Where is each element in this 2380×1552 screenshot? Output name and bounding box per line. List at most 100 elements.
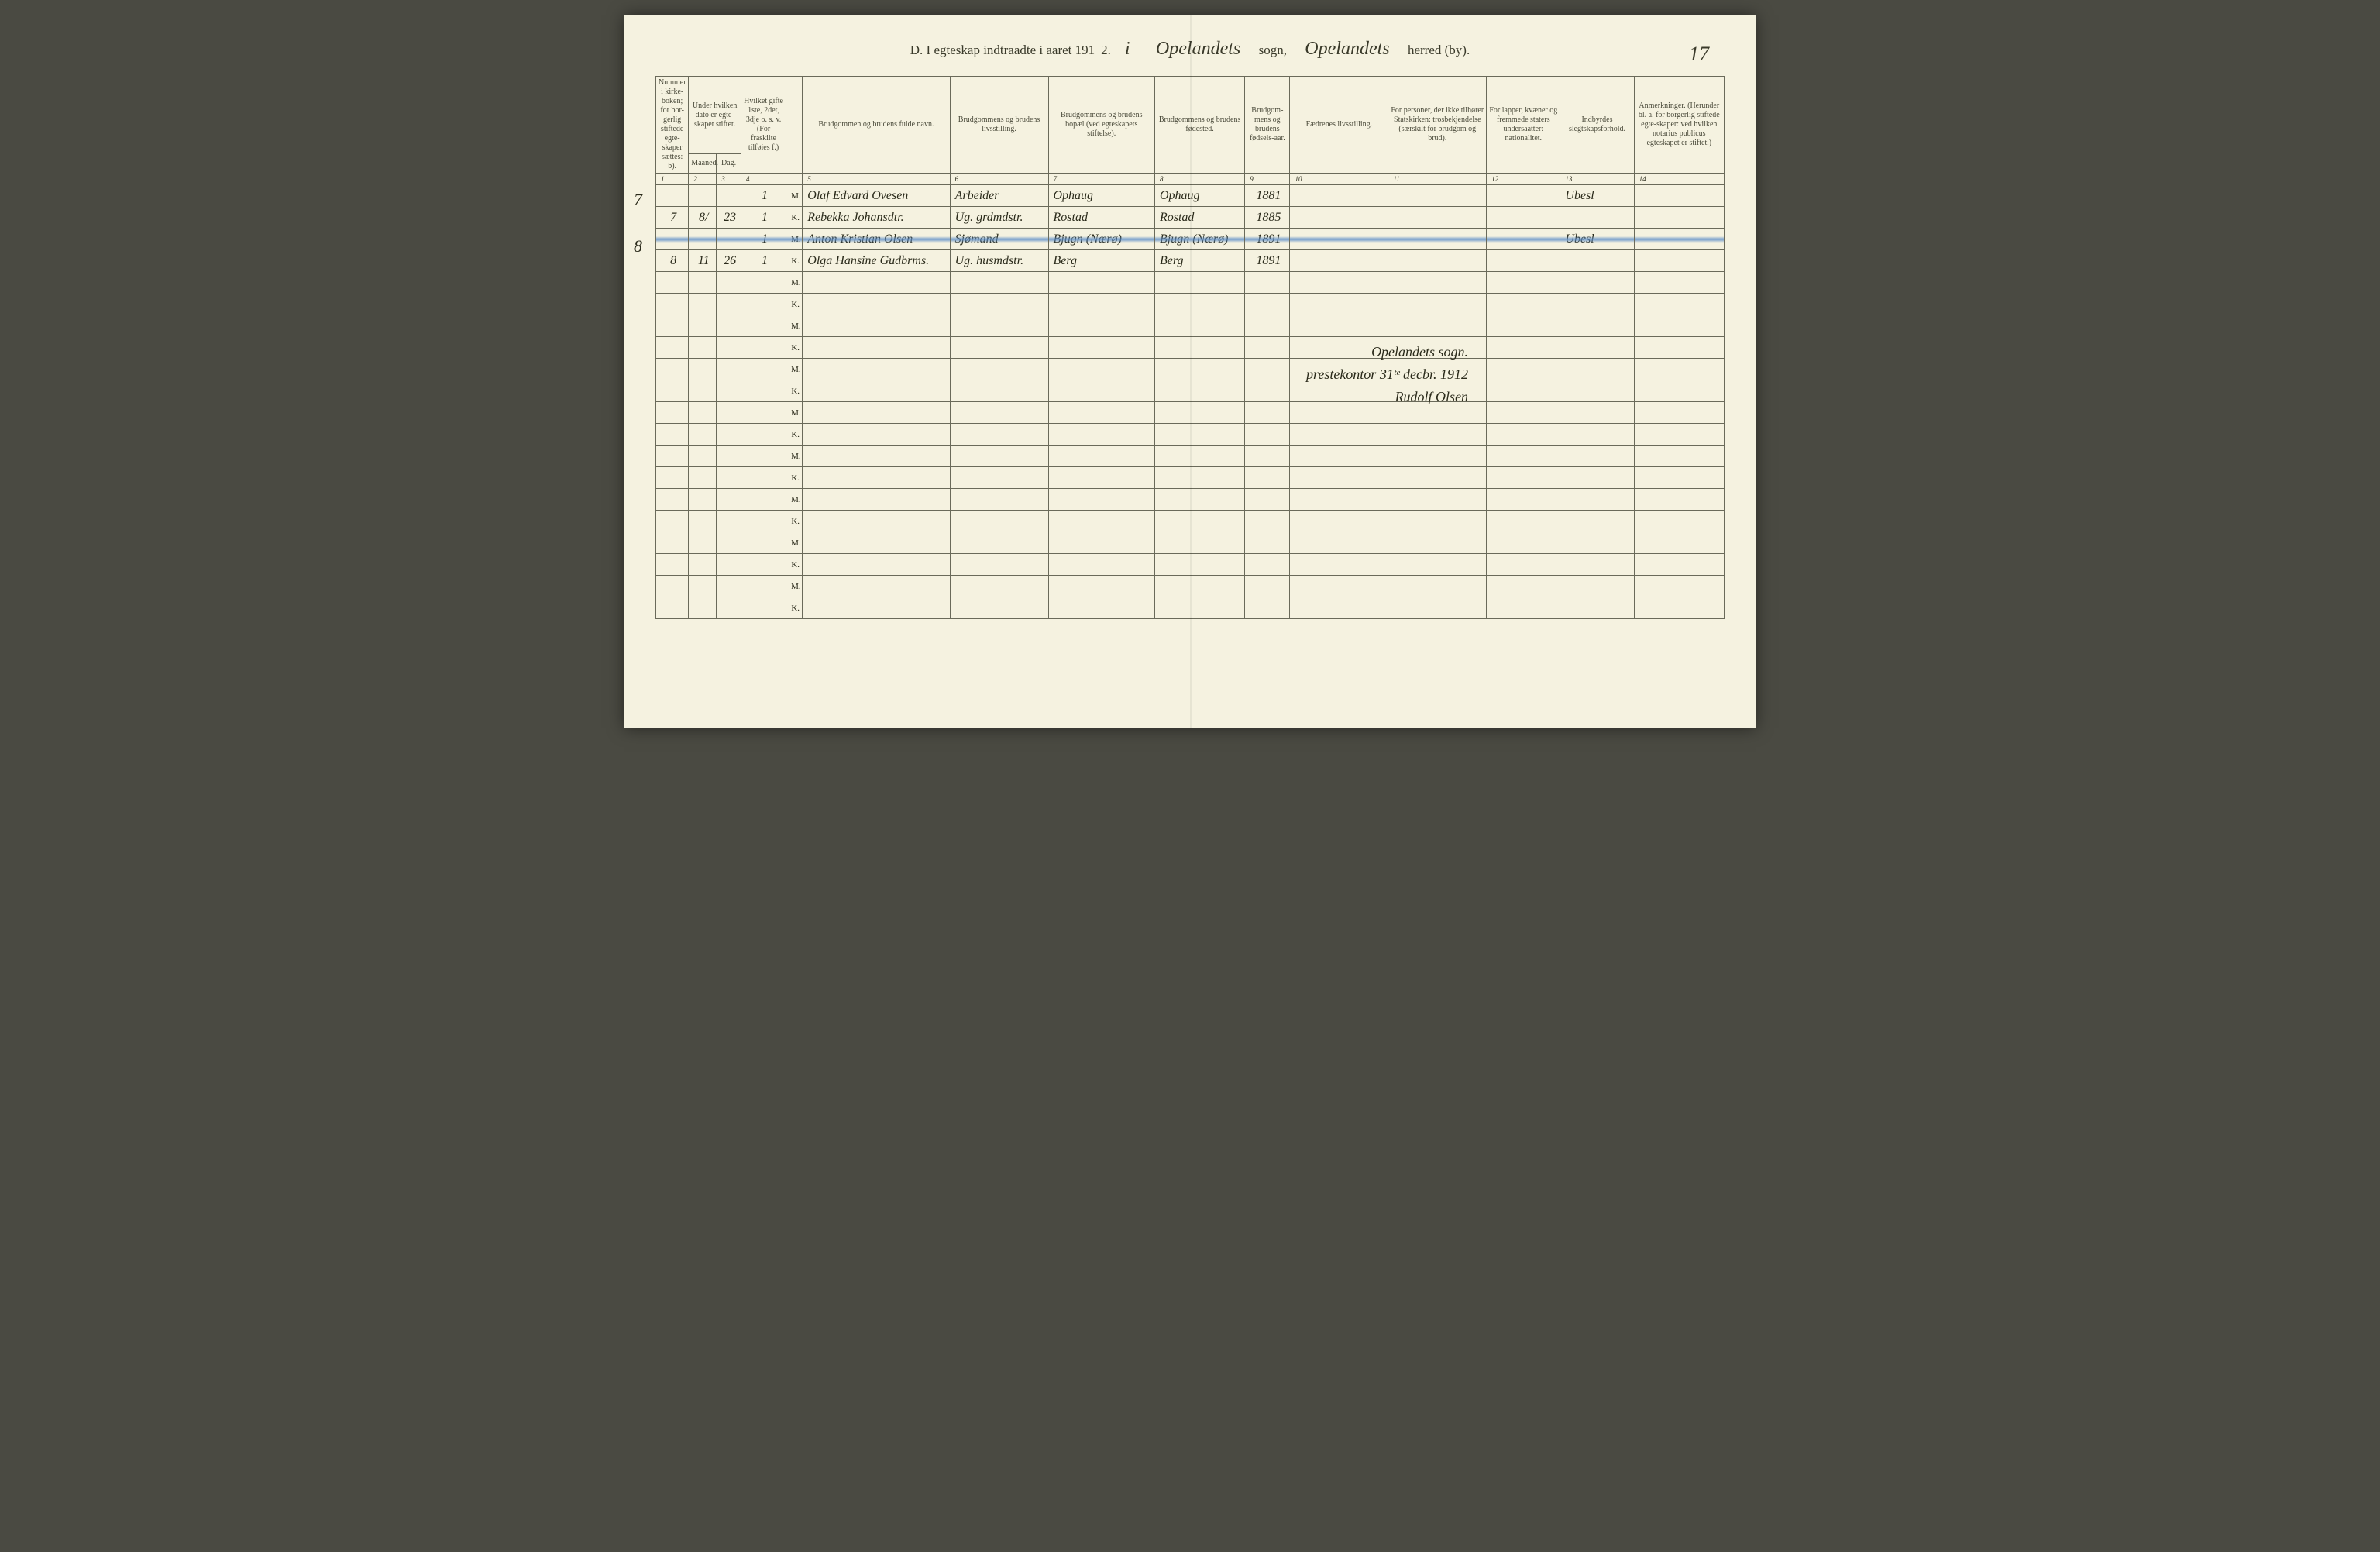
title-sogn-label: sogn, xyxy=(1259,43,1287,58)
cell xyxy=(656,446,689,467)
cell xyxy=(1048,315,1154,337)
cell xyxy=(1290,315,1388,337)
cell xyxy=(741,337,786,359)
cell xyxy=(656,511,689,532)
cell xyxy=(803,359,950,380)
cell xyxy=(803,315,950,337)
cell xyxy=(803,402,950,424)
table-row: K. xyxy=(656,424,1725,446)
table-row: 811261K.Olga Hansine Gudbrms.Ug. husmdst… xyxy=(656,250,1725,272)
cell xyxy=(1560,576,1634,597)
cell xyxy=(803,511,950,532)
cell xyxy=(656,359,689,380)
cell xyxy=(741,511,786,532)
cell xyxy=(1245,489,1290,511)
cell xyxy=(717,532,741,554)
cell xyxy=(1048,380,1154,402)
cell xyxy=(1245,315,1290,337)
cell xyxy=(803,337,950,359)
cell xyxy=(1388,489,1487,511)
title-herred-label: herred (by). xyxy=(1408,43,1470,58)
cell: Rostad xyxy=(1048,207,1154,229)
cell xyxy=(1560,272,1634,294)
cell xyxy=(1154,532,1244,554)
cell xyxy=(717,337,741,359)
cell xyxy=(1245,467,1290,489)
cell: Ophaug xyxy=(1048,185,1154,207)
header-date: Under hvilken dato er egte-skapet stifte… xyxy=(689,77,741,154)
cell xyxy=(1560,250,1634,272)
colnum-6: 6 xyxy=(950,174,1048,185)
cell xyxy=(717,576,741,597)
table-row: M. xyxy=(656,489,1725,511)
cell xyxy=(741,359,786,380)
cell xyxy=(1634,467,1724,489)
cell xyxy=(717,185,741,207)
cell xyxy=(1290,424,1388,446)
cell xyxy=(689,532,717,554)
cell xyxy=(689,315,717,337)
cell xyxy=(1048,337,1154,359)
cell xyxy=(741,402,786,424)
margin-number: 7 xyxy=(634,190,642,210)
cell xyxy=(950,532,1048,554)
cell xyxy=(803,597,950,619)
cell: M. xyxy=(786,359,803,380)
cell xyxy=(689,597,717,619)
signature-annotation: Opelandets sogn.prestekontor 31ᵗᵉ decbr.… xyxy=(1306,341,1468,408)
cell xyxy=(1388,272,1487,294)
cell: K. xyxy=(786,250,803,272)
cell xyxy=(1487,446,1560,467)
colnum-3: 3 xyxy=(717,174,741,185)
cell: Olga Hansine Gudbrms. xyxy=(803,250,950,272)
cell xyxy=(1290,576,1388,597)
cell xyxy=(1487,294,1560,315)
table-row: K. xyxy=(656,380,1725,402)
cell xyxy=(717,424,741,446)
cell: 1881 xyxy=(1245,185,1290,207)
header-col-11: For personer, der ikke tilhører Statskir… xyxy=(1388,77,1487,174)
header-col- xyxy=(786,77,803,174)
cell xyxy=(656,597,689,619)
cell xyxy=(950,337,1048,359)
cell xyxy=(1487,380,1560,402)
cell xyxy=(689,402,717,424)
cell xyxy=(656,272,689,294)
cell: Ubesl xyxy=(1560,229,1634,250)
cell xyxy=(741,272,786,294)
cell xyxy=(1487,511,1560,532)
table-row: K. xyxy=(656,554,1725,576)
cell xyxy=(1048,597,1154,619)
cell xyxy=(741,315,786,337)
cell: Ophaug xyxy=(1154,185,1244,207)
cell xyxy=(1634,489,1724,511)
table-row: 1M.Anton Kristian OlsenSjømandBjugn (Nær… xyxy=(656,229,1725,250)
cell xyxy=(1290,229,1388,250)
cell: Anton Kristian Olsen xyxy=(803,229,950,250)
cell: Bjugn (Nærø) xyxy=(1048,229,1154,250)
cell xyxy=(1154,597,1244,619)
ledger-page: 17 D. I egteskap indtraadte i aaret 1912… xyxy=(624,15,1756,728)
cell xyxy=(689,272,717,294)
cell xyxy=(950,511,1048,532)
colnum-1: 1 xyxy=(656,174,689,185)
cell xyxy=(1388,597,1487,619)
colnum-11: 11 xyxy=(1388,174,1487,185)
cell xyxy=(741,597,786,619)
cell xyxy=(717,446,741,467)
cell: 1 xyxy=(741,185,786,207)
header-col-9: Brudgom-mens og brudens fødsels-aar. xyxy=(1245,77,1290,174)
cell xyxy=(1634,511,1724,532)
cell xyxy=(1245,359,1290,380)
cell xyxy=(1487,250,1560,272)
cell xyxy=(1290,554,1388,576)
header-col-6: Brudgommens og brudens livsstilling. xyxy=(950,77,1048,174)
table-row: M. xyxy=(656,446,1725,467)
cell xyxy=(1560,359,1634,380)
annotation-line: Rudolf Olsen xyxy=(1306,386,1468,408)
cell xyxy=(1487,229,1560,250)
cell xyxy=(1290,207,1388,229)
cell xyxy=(689,576,717,597)
cell xyxy=(1634,576,1724,597)
cell xyxy=(689,380,717,402)
